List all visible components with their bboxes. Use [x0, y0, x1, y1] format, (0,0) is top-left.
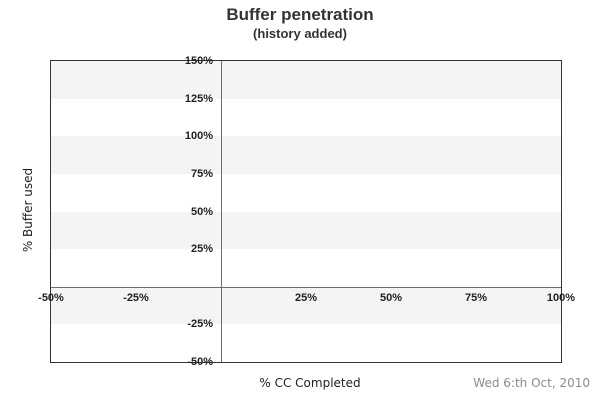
- y-tick-label: 75%: [190, 167, 213, 180]
- y-tick-label: 125%: [184, 92, 213, 105]
- grid-band: [51, 61, 561, 99]
- y-axis-zero-line: [221, 61, 222, 362]
- plot-area: 150% 125% 100% 75% 50% 25% -25% -50% -50% -25% 25…: [38, 55, 575, 368]
- x-tick-label: -50%: [38, 291, 64, 304]
- chart-title: Buffer penetration: [226, 5, 374, 24]
- date-label: Wed 6:th Oct, 2010: [473, 376, 590, 390]
- x-tick-label: 100%: [546, 291, 576, 304]
- y-axis-title: % Buffer used: [21, 167, 35, 253]
- x-axis-title: % CC Completed: [259, 376, 361, 390]
- y-tick-label: -25%: [187, 318, 213, 331]
- grid-band: [51, 286, 561, 325]
- x-tick-label: -25%: [123, 291, 149, 304]
- grid-band: [51, 249, 561, 287]
- grid-band: [51, 136, 561, 174]
- grid-band: [51, 324, 561, 362]
- x-axis-zero-line: [51, 286, 561, 288]
- grid-band: [51, 173, 561, 212]
- y-tick-label: 100%: [184, 130, 213, 143]
- grid-band: [51, 211, 561, 250]
- x-tick-label: 50%: [379, 291, 403, 304]
- x-tick-label: 25%: [294, 291, 318, 304]
- y-tick-label: 50%: [190, 205, 213, 218]
- y-tick-label: 25%: [190, 243, 213, 256]
- y-tick-label: 150%: [184, 55, 213, 67]
- y-tick-label: -50%: [187, 356, 213, 368]
- chart-subtitle: (history added): [253, 26, 347, 41]
- x-tick-label: 75%: [464, 291, 488, 304]
- grid-band: [51, 98, 561, 137]
